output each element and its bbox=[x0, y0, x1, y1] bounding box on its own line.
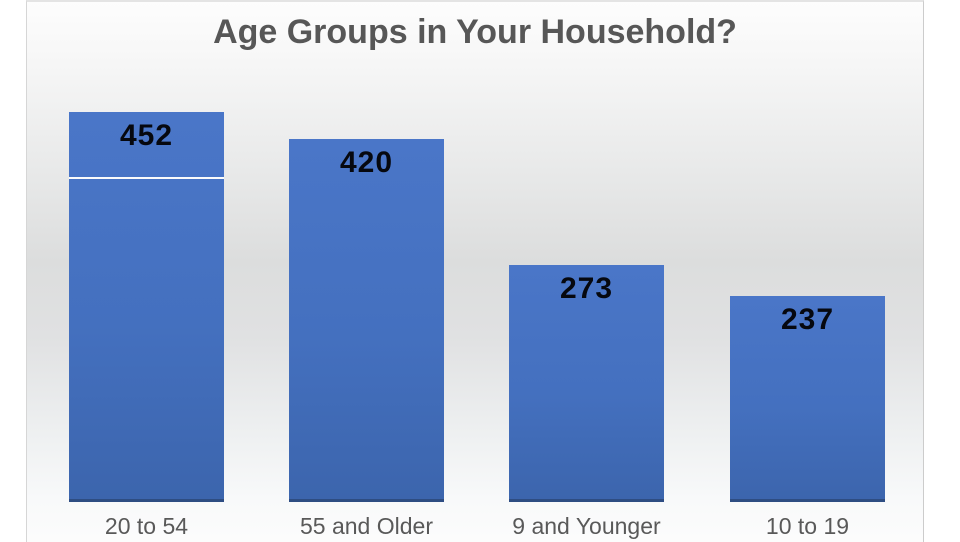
bar-slot: 452 20 to 54 bbox=[69, 2, 224, 542]
bar-slot: 420 55 and Older bbox=[289, 2, 444, 542]
bar: 452 bbox=[69, 112, 224, 502]
bar-value-label: 273 bbox=[559, 272, 614, 305]
bar-value-label: 237 bbox=[780, 303, 835, 336]
bar-value-label: 452 bbox=[119, 119, 174, 152]
category-label: 20 to 54 bbox=[104, 513, 189, 539]
slide: Age Groups in Your Household? 452 20 to 5… bbox=[26, 0, 924, 542]
category-label: 10 to 19 bbox=[765, 513, 850, 539]
category-label: 55 and Older bbox=[300, 513, 433, 539]
bar: 237 bbox=[730, 296, 885, 502]
category-label: 9 and Younger bbox=[512, 513, 661, 539]
bar-chart: 452 20 to 54 420 55 and Older 273 9 and Young… bbox=[27, 2, 923, 542]
bar: 420 bbox=[289, 139, 444, 502]
bar: 273 bbox=[509, 265, 664, 502]
bar-slot: 237 10 to 19 bbox=[730, 2, 885, 542]
bar-slot: 273 9 and Younger bbox=[509, 2, 664, 542]
bar-value-label: 420 bbox=[339, 146, 394, 179]
slide-title: Age Groups in Your Household? bbox=[213, 13, 737, 51]
